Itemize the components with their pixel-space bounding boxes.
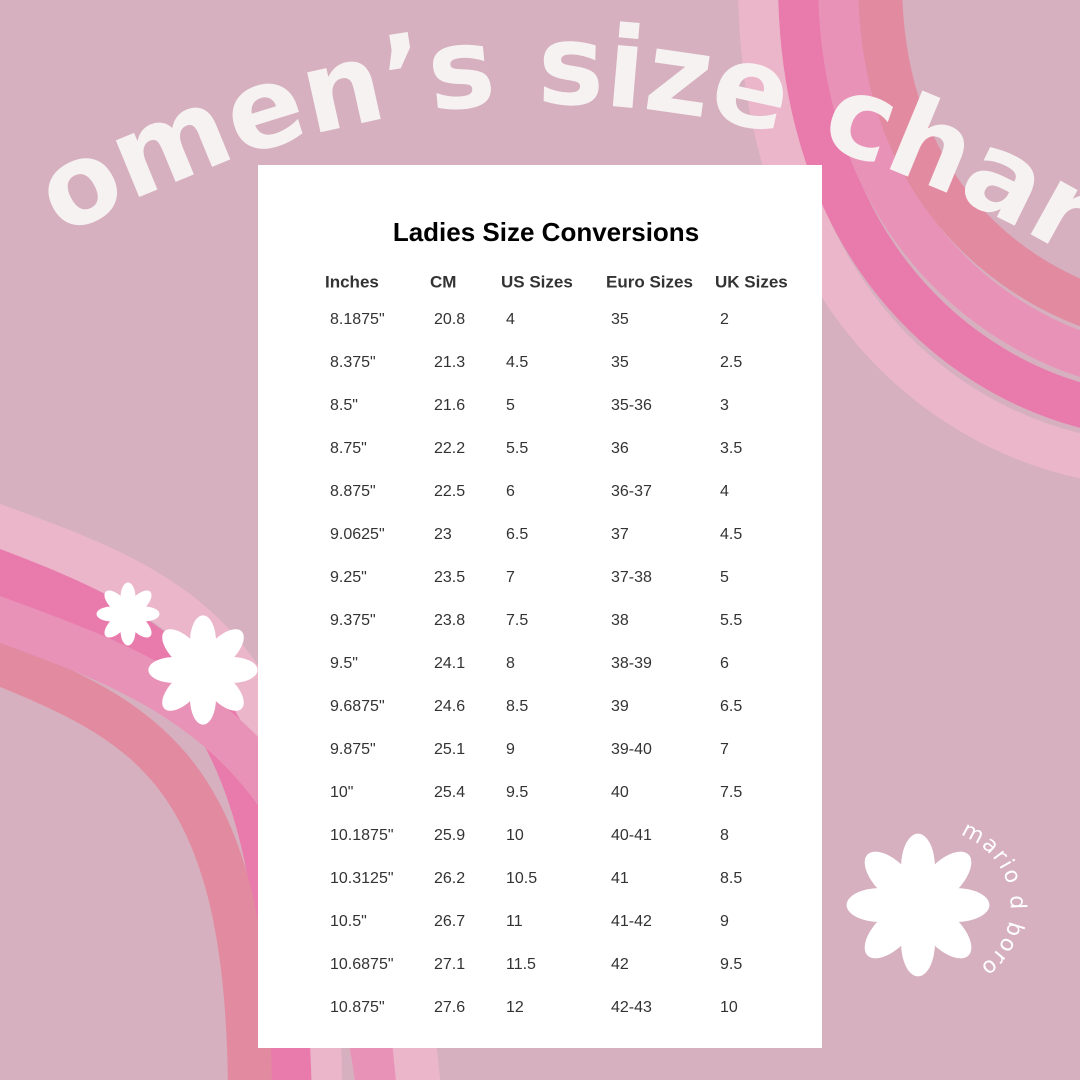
table-cell: 6.5	[506, 526, 528, 543]
table-cell: 5	[720, 569, 729, 586]
table-cell: 8.75"	[330, 440, 367, 457]
table-cell: 26.2	[434, 870, 465, 887]
table-cell: 40-41	[611, 827, 652, 844]
table-cell: 21.3	[434, 354, 465, 371]
column-header: US Sizes	[501, 272, 573, 291]
table-cell: 12	[506, 999, 524, 1016]
table-cell: 35	[611, 354, 629, 371]
table-cell: 27.1	[434, 956, 465, 973]
table-cell: 39-40	[611, 741, 652, 758]
table-cell: 9.375"	[330, 612, 376, 629]
table-cell: 8	[506, 655, 515, 672]
table-cell: 2	[720, 311, 729, 328]
table-cell: 11	[506, 913, 523, 930]
table-cell: 23	[434, 526, 452, 543]
table-cell: 9.6875"	[330, 698, 385, 715]
table-cell: 10.1875"	[330, 827, 394, 844]
table-cell: 26.7	[434, 913, 465, 930]
table-cell: 9.5"	[330, 655, 358, 672]
table-cell: 36-37	[611, 483, 652, 500]
table-cell: 8.375"	[330, 354, 376, 371]
column-header: Euro Sizes	[606, 272, 693, 291]
table-cell: 39	[611, 698, 629, 715]
table-cell: 5.5	[506, 440, 528, 457]
table-cell: 20.8	[434, 311, 465, 328]
table-cell: 25.4	[434, 784, 465, 801]
table-cell: 9.875"	[330, 741, 376, 758]
table-cell: 5.5	[720, 612, 742, 629]
table-cell: 40	[611, 784, 629, 801]
table-cell: 37	[611, 526, 629, 543]
size-table: Inches CM US Sizes Euro Sizes UK Sizes 8.1875…	[325, 272, 788, 1016]
table-cell: 9.25"	[330, 569, 367, 586]
table-cell: 24.1	[434, 655, 465, 672]
table-cell: 7	[506, 569, 515, 586]
table-cell: 2.5	[720, 354, 742, 371]
table-cell: 4	[506, 311, 515, 328]
table-cell: 10	[720, 999, 738, 1016]
column-header: Inches	[325, 272, 379, 291]
table-cell: 7.5	[506, 612, 528, 629]
table-cell: 22.2	[434, 440, 465, 457]
table-cell: 9.5	[506, 784, 528, 801]
table-cell: 10.5	[506, 870, 537, 887]
table-cell: 6.5	[720, 698, 742, 715]
table-cell: 10.3125"	[330, 870, 394, 887]
table-cell: 35	[611, 311, 629, 328]
table-cell: 9.5	[720, 956, 742, 973]
stripes-top	[738, 0, 1080, 479]
column-header: CM	[430, 272, 456, 291]
table-cell: 8	[720, 827, 729, 844]
table-cell: 8.1875"	[330, 311, 385, 328]
table-cell: 38	[611, 612, 629, 629]
table-cell: 8.5	[720, 870, 742, 887]
table-cell: 37-38	[611, 569, 652, 586]
table-cell: 6	[720, 655, 729, 672]
table-cell: 42	[611, 956, 629, 973]
table-cell: 21.6	[434, 397, 465, 414]
table-cell: 41	[611, 870, 629, 887]
table-cell: 7.5	[720, 784, 742, 801]
table-cell: 41-42	[611, 913, 652, 930]
table-cell: 9	[720, 913, 729, 930]
table-cell: 25.9	[434, 827, 465, 844]
table-title: Ladies Size Conversions	[393, 217, 699, 247]
table-cell: 38-39	[611, 655, 652, 672]
table-cell: 3.5	[720, 440, 742, 457]
table-cell: 10.5"	[330, 913, 367, 930]
column-header: UK Sizes	[715, 272, 788, 291]
table-cell: 3	[720, 397, 729, 414]
table-cell: 5	[506, 397, 515, 414]
size-card	[258, 165, 822, 1048]
table-cell: 4.5	[720, 526, 742, 543]
table-cell: 35-36	[611, 397, 652, 414]
table-cell: 10	[506, 827, 524, 844]
table-cell: 7	[720, 741, 729, 758]
table-cell: 9.0625"	[330, 526, 385, 543]
table-cell: 9	[506, 741, 515, 758]
table-cell: 11.5	[506, 956, 536, 973]
table-cell: 8.875"	[330, 483, 376, 500]
table-cell: 4.5	[506, 354, 528, 371]
table-cell: 4	[720, 483, 729, 500]
table-cell: 8.5	[506, 698, 528, 715]
table-cell: 10"	[330, 784, 353, 801]
table-cell: 22.5	[434, 483, 465, 500]
table-cell: 42-43	[611, 999, 652, 1016]
table-cell: 23.8	[434, 612, 465, 629]
table-cell: 36	[611, 440, 629, 457]
table-cell: 6	[506, 483, 515, 500]
table-cell: 23.5	[434, 569, 465, 586]
table-cell: 27.6	[434, 999, 465, 1016]
table-cell: 10.6875"	[330, 956, 394, 973]
table-cell: 8.5"	[330, 397, 358, 414]
table-cell: 10.875"	[330, 999, 385, 1016]
table-cell: 24.6	[434, 698, 465, 715]
table-cell: 25.1	[434, 741, 465, 758]
